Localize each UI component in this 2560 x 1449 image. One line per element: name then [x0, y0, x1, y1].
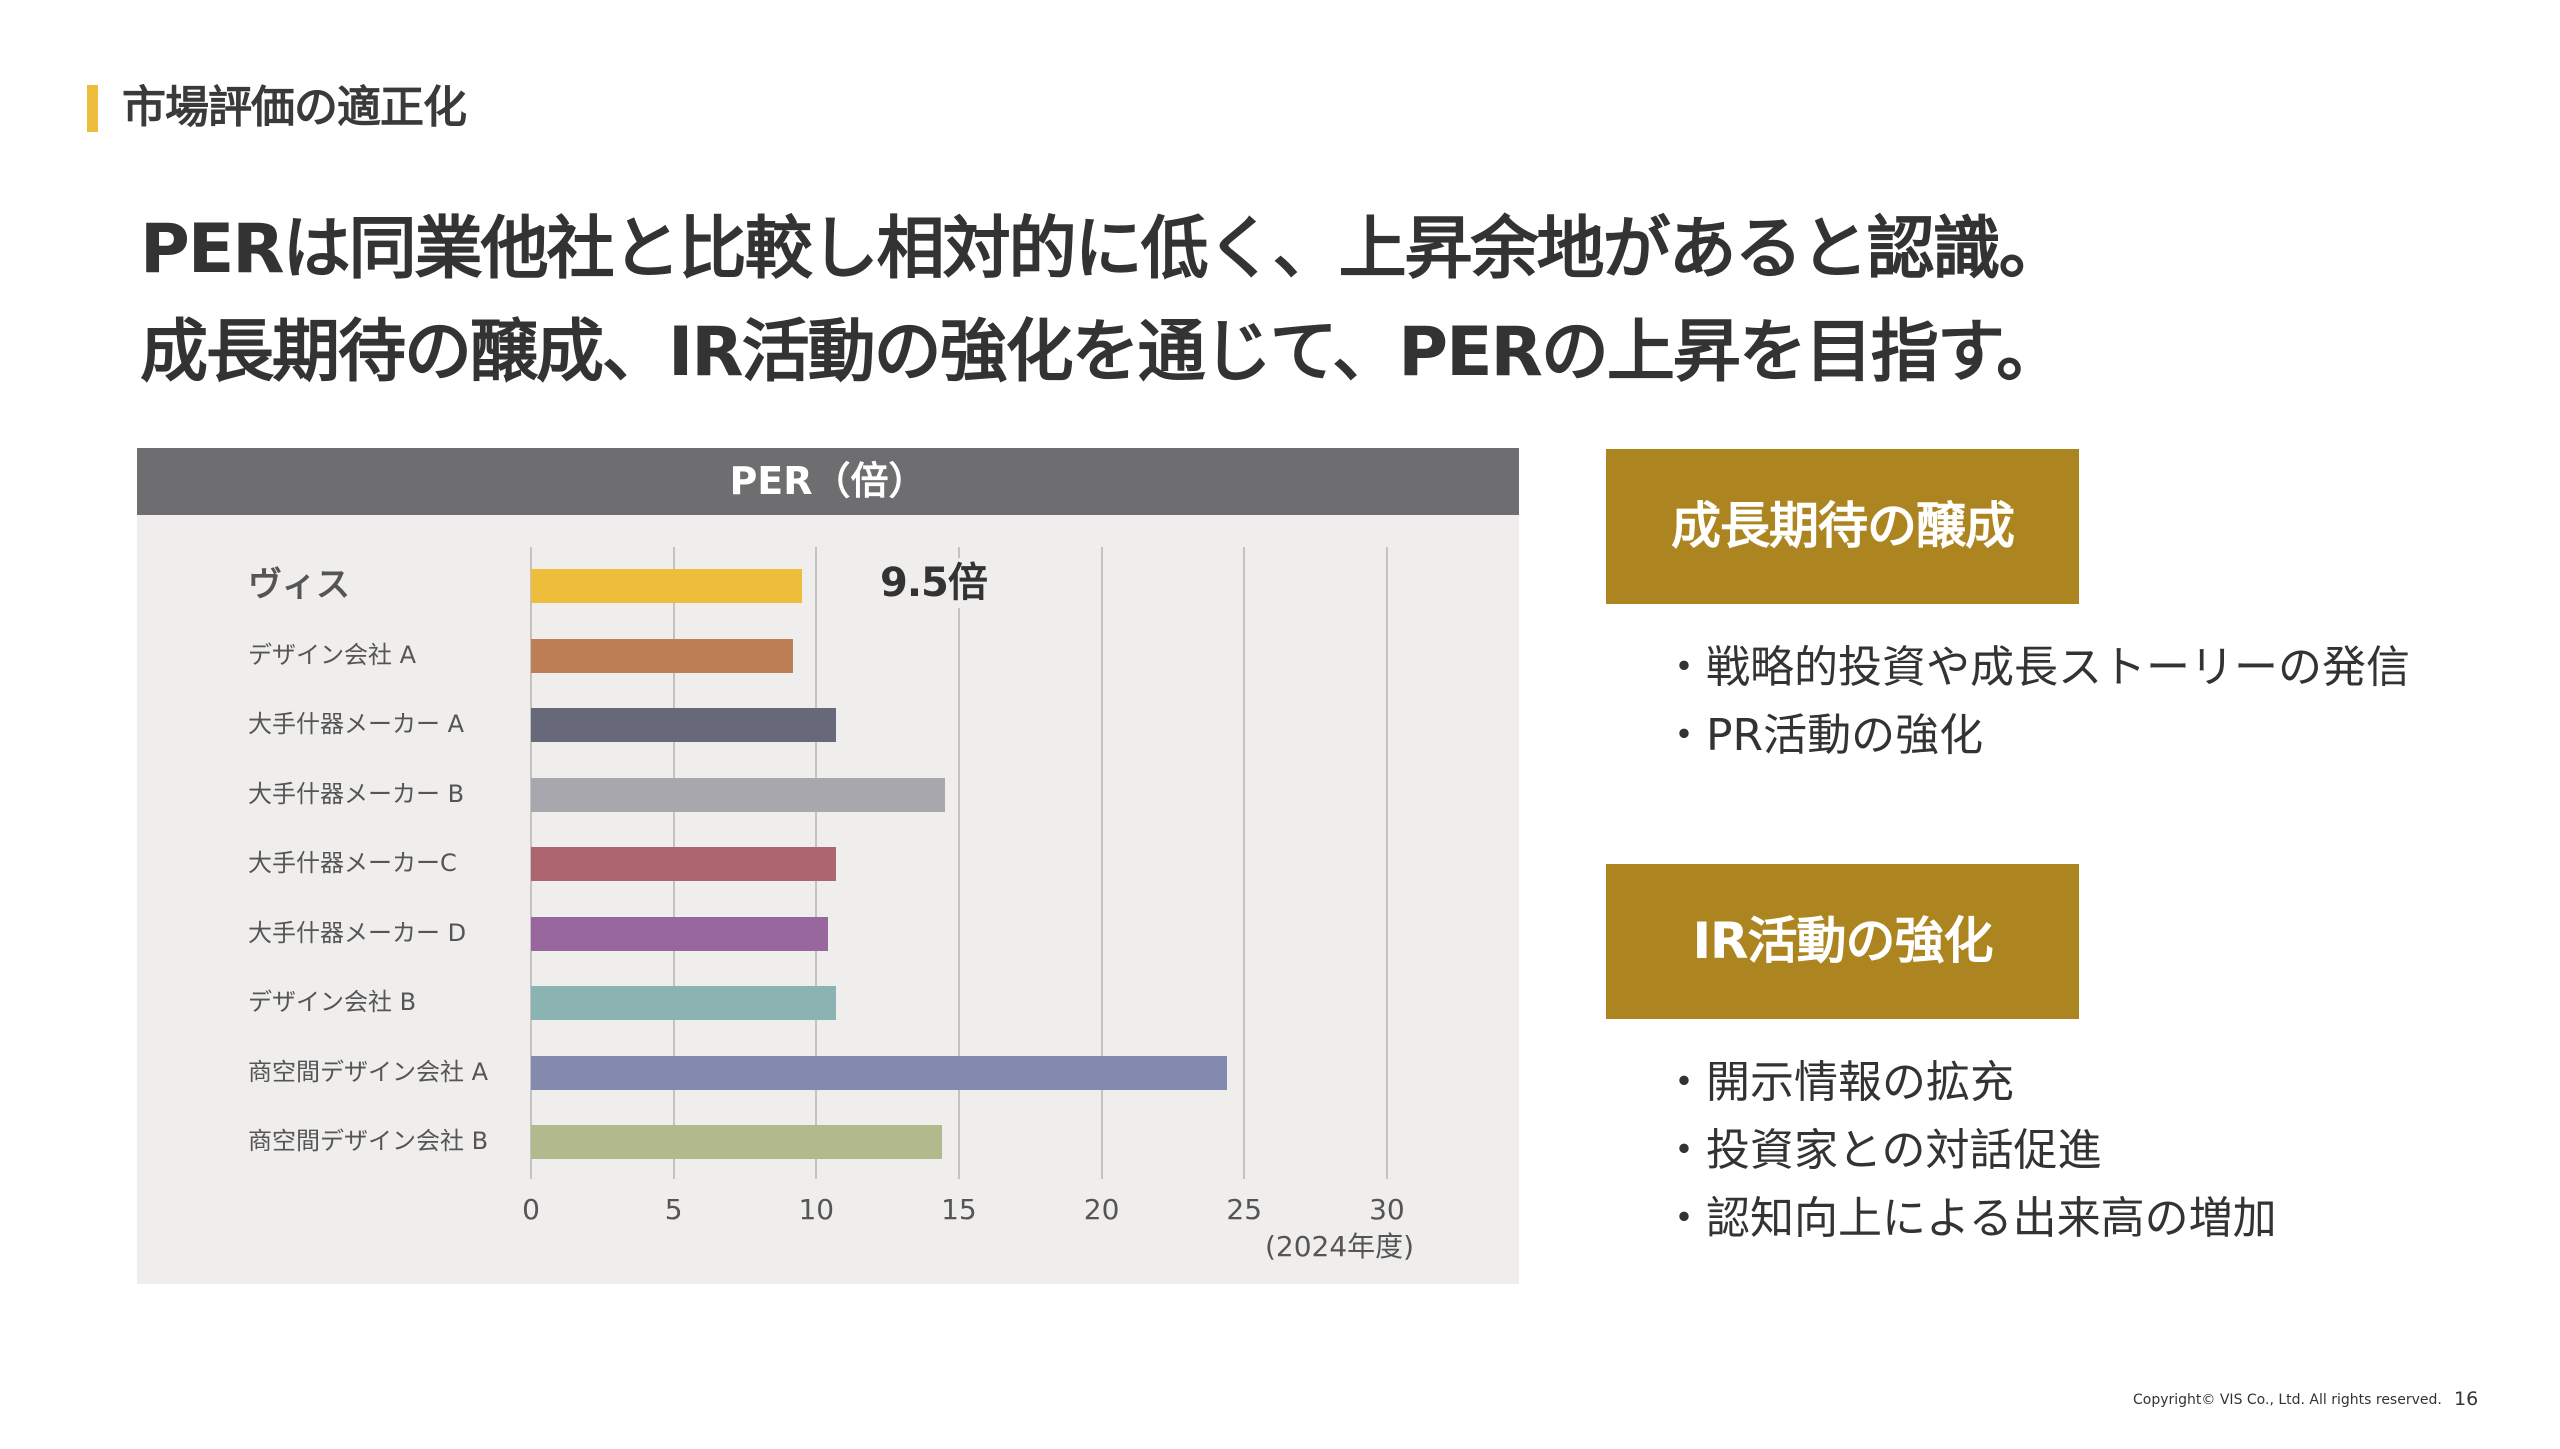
x-tick-label: 25	[1226, 1193, 1263, 1226]
category-label: 商空間デザイン会社 B	[248, 1127, 489, 1155]
bullet-item: ・認知向上による出来高の増加	[1662, 1193, 2277, 1244]
bar	[531, 916, 828, 951]
category-label: 大手什器メーカーC	[248, 849, 457, 877]
ir-activity-bullets: ・開示情報の拡充 ・投資家との対話促進 ・認知向上による出来高の増加	[1662, 1049, 2277, 1253]
chart-title: PER（倍）	[137, 448, 1519, 515]
gridline	[1385, 547, 1388, 1179]
category-label: 商空間デザイン会社 A	[248, 1057, 489, 1086]
bar	[531, 1125, 942, 1159]
bar	[531, 777, 945, 812]
bullet-item: ・開示情報の拡充	[1662, 1057, 2014, 1108]
category-label: デザイン会社 A	[248, 640, 417, 669]
gridline	[1100, 547, 1103, 1179]
bullet-item: ・戦略的投資や成長ストーリーの発信	[1662, 642, 2410, 693]
headline-line-2: 成長期待の醸成、IR活動の強化を通じて、PERの上昇を目指す。	[140, 313, 2064, 392]
category-label: 大手什器メーカー B	[248, 779, 465, 808]
section-accent-bar	[87, 85, 98, 132]
bullet-item: ・PR活動の強化	[1662, 710, 1984, 761]
bullet-item: ・投資家との対話促進	[1662, 1125, 2102, 1176]
headline-line-1: PERは同業他社と比較し相対的に低く、上昇余地があると認識。	[140, 210, 2067, 289]
category-label: 大手什器メーカー A	[248, 710, 465, 738]
gridline	[957, 547, 960, 1179]
x-tick-label: 10	[798, 1193, 835, 1226]
category-label: デザイン会社 B	[248, 988, 417, 1016]
x-axis-note: (2024年度)	[1265, 1230, 1415, 1263]
section-title: 市場評価の適正化	[122, 82, 467, 133]
highlight-value-label: 9.5倍	[878, 558, 989, 608]
bar	[531, 847, 837, 881]
ir-activity-box: IR活動の強化	[1606, 864, 2079, 1019]
headline: PERは同業他社と比較し相対的に低く、上昇余地があると認識。 成長期待の醸成、I…	[140, 198, 2067, 404]
category-label: 大手什器メーカー D	[248, 918, 467, 947]
copyright-text: Copyright© VIS Co., Ltd. All rights rese…	[2133, 1392, 2442, 1408]
page-number: 16	[2454, 1388, 2479, 1410]
per-chart-panel: PER（倍） 0 5 10 15 20 25 30 ヴィス 9.5倍デザイン会社 A 大手什器メー…	[137, 448, 1519, 1284]
bar	[531, 1055, 1228, 1090]
x-tick-label: 30	[1369, 1193, 1405, 1226]
x-tick-label: 15	[941, 1193, 977, 1226]
bar	[531, 986, 837, 1020]
x-tick-label: 5	[664, 1193, 683, 1226]
x-tick-label: 0	[522, 1193, 540, 1226]
growth-expectation-bullets: ・戦略的投資や成長ストーリーの発信 ・PR活動の強化	[1662, 634, 2410, 770]
gridline	[1243, 547, 1246, 1179]
category-label: ヴィス	[248, 565, 350, 605]
bar	[531, 638, 794, 673]
growth-expectation-box: 成長期待の醸成	[1606, 449, 2079, 604]
bar	[531, 569, 803, 603]
x-tick-label: 20	[1083, 1193, 1120, 1226]
bar	[531, 708, 837, 742]
